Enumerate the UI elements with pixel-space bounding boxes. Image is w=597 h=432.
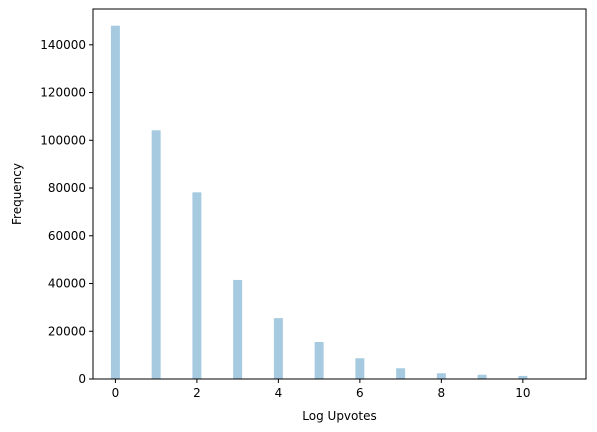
bar-4 [274, 318, 283, 379]
y-tick-label: 0 [78, 372, 86, 386]
y-tick-label: 20000 [48, 324, 86, 338]
y-tick-label: 100000 [40, 133, 86, 147]
bars-group [111, 26, 527, 379]
y-tick-label: 120000 [40, 86, 86, 100]
y-tick-label: 40000 [48, 277, 86, 291]
bar-6 [355, 358, 364, 379]
x-tick-label: 0 [112, 386, 120, 400]
x-tick-label: 2 [193, 386, 201, 400]
bar-0 [111, 26, 120, 379]
x-tick-label: 6 [356, 386, 364, 400]
bar-7 [396, 368, 405, 379]
plot-frame [93, 9, 586, 379]
y-axis-ticks: 0 20000 40000 60000 80000 100000 120000 140000 [40, 38, 93, 386]
bar-1 [152, 130, 161, 379]
bar-5 [315, 342, 324, 379]
y-tick-label: 140000 [40, 38, 86, 52]
y-tick-label: 80000 [48, 181, 86, 195]
bar-3 [233, 280, 242, 379]
x-axis-label: Log Upvotes [302, 409, 376, 423]
bar-9 [478, 375, 487, 379]
x-tick-label: 10 [515, 386, 530, 400]
y-axis-label: Frequency [10, 163, 24, 225]
y-tick-label: 60000 [48, 229, 86, 243]
x-axis-ticks: 0 2 4 6 8 10 [112, 379, 531, 400]
x-tick-label: 8 [438, 386, 446, 400]
x-tick-label: 4 [275, 386, 283, 400]
bar-8 [437, 373, 446, 379]
bar-2 [192, 192, 201, 379]
